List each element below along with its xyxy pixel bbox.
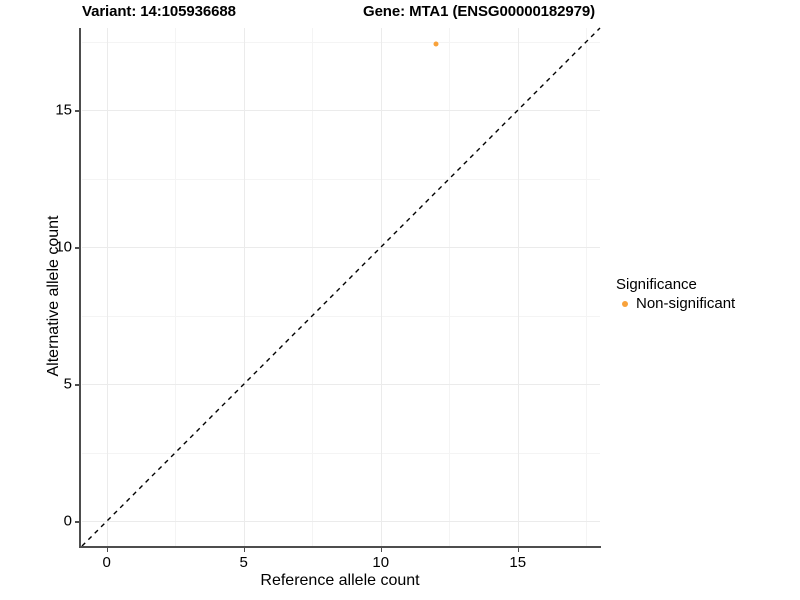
variant-title: Variant: 14:105936688 xyxy=(82,3,236,20)
title-row: Variant: 14:105936688 Gene: MTA1 (ENSG00… xyxy=(0,0,800,28)
x-tick-label-10: 10 xyxy=(372,554,390,571)
y-tick-label-0: 0 xyxy=(63,512,72,530)
x-tick-15 xyxy=(517,548,520,552)
x-tick-label-5: 5 xyxy=(239,554,248,571)
gridline-vertical-minor xyxy=(586,28,587,546)
x-tick-0 xyxy=(106,548,108,552)
legend-title: Significance xyxy=(616,276,697,293)
legend-key-icon xyxy=(616,295,633,312)
gridline-vertical-major xyxy=(381,28,382,546)
gridline-horizontal-minor xyxy=(82,179,600,180)
gene-title: Gene: MTA1 (ENSG00000182979) xyxy=(363,3,596,20)
gridline-vertical-minor xyxy=(312,28,313,546)
gridline-horizontal-major xyxy=(82,521,600,522)
gridline-horizontal-major xyxy=(82,247,600,248)
x-tick-label-15: 15 xyxy=(509,554,527,571)
x-tick-label-0: 0 xyxy=(102,554,111,571)
x-axis-line xyxy=(79,546,601,548)
y-tick-0 xyxy=(75,521,79,523)
y-tick-5 xyxy=(75,384,79,386)
legend-label: Non-significant xyxy=(636,295,736,312)
legend-item[interactable]: Non-significant xyxy=(616,295,735,312)
x-tick-10 xyxy=(380,548,383,552)
y-axis-label: Alternative allele count xyxy=(45,215,62,377)
gridline-vertical-major xyxy=(107,28,108,546)
plot-panel xyxy=(82,28,600,546)
gridline-vertical-minor xyxy=(175,28,176,546)
y-tick-label-15: 15 xyxy=(55,101,72,119)
gridline-horizontal-minor xyxy=(82,453,600,454)
y-axis-label-wrap: Alternative allele count xyxy=(26,28,62,546)
legend-dot-icon xyxy=(621,300,628,307)
gridline-horizontal-minor xyxy=(82,42,600,43)
gridline-horizontal-major xyxy=(82,110,600,111)
legend-items: Non-significant xyxy=(616,295,735,312)
x-tick-5 xyxy=(243,548,245,552)
y-tick-10 xyxy=(75,247,79,249)
gridline-horizontal-major xyxy=(82,384,600,385)
x-axis-label: Reference allele count xyxy=(260,572,420,589)
data-point xyxy=(433,41,439,47)
y-tick-15 xyxy=(75,110,79,112)
gridline-vertical-minor xyxy=(449,28,450,546)
y-axis-line xyxy=(79,28,81,548)
gridline-horizontal-minor xyxy=(82,316,600,317)
gridline-vertical-major xyxy=(244,28,245,546)
legend: Significance Non-significant xyxy=(616,275,735,312)
gridline-vertical-major xyxy=(518,28,519,546)
y-tick-label-10: 10 xyxy=(55,238,72,256)
y-tick-label-5: 5 xyxy=(63,375,72,393)
diagonal-reference-line xyxy=(82,28,600,546)
